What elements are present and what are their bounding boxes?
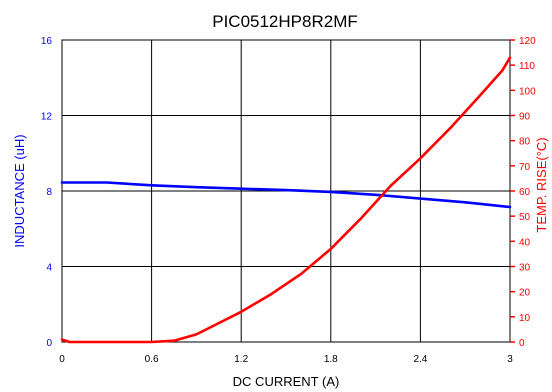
y-right-tick-label: 70 [519,162,531,173]
x-tick-label: 2.4 [413,354,427,365]
inductance-series-line [60,181,512,209]
x-axis-label: DC CURRENT (A) [233,374,340,389]
temp-rise-series-line [60,56,512,344]
x-tick-label: 1.2 [234,354,248,365]
y-right-tick-label: 20 [519,288,531,299]
y-left-tick-label: 4 [46,263,52,274]
tick-labels: 0 0.6 1.2 1.8 2.4 304812160102030405060708090… [41,36,536,365]
x-tick-label: 0.6 [145,354,159,365]
y-axis-label-right: TEMP. RISE(°C) [534,137,549,232]
y-left-tick-label: 16 [41,36,53,47]
y-right-tick-label: 50 [519,212,531,223]
y-right-tick-label: 0 [519,338,525,349]
y-right-tick-label: 110 [519,61,535,72]
y-left-tick-label: 0 [46,338,52,349]
y-right-tick-label: 40 [519,237,531,248]
y-right-tick-label: 90 [519,112,531,123]
y-left-tick-label: 12 [41,112,53,123]
y-right-tick-label: 80 [519,137,531,148]
y-right-tick-label: 120 [519,36,536,47]
y-right-tick-label: 30 [519,263,531,274]
y-right-tick-label: 10 [519,313,531,324]
x-tick-label: 3 [507,354,513,365]
y-right-tick-label: 100 [519,86,536,97]
y-axis-label-left: INDUCTANCE (uH) [12,134,27,247]
chart-title: PIC0512HP8R2MF [212,12,358,31]
x-tick-label: 1.8 [324,354,338,365]
y-left-tick-label: 8 [46,187,52,198]
y-right-tick-label: 60 [519,187,531,198]
series-layer [60,56,512,344]
x-tick-label: 0 [59,354,65,365]
